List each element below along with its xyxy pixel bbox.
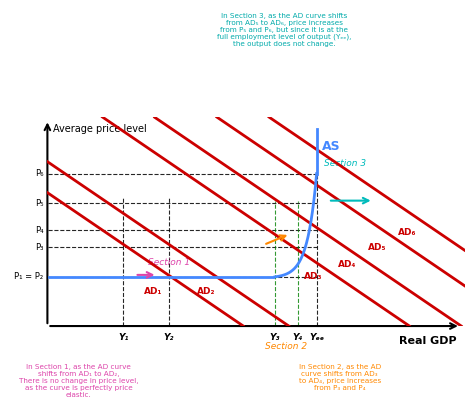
Text: P₁ = P₂: P₁ = P₂ — [15, 273, 44, 281]
Text: In Section 3, as the AD curve shifts
from AD₅ to AD₆, price increases
from P₅ an: In Section 3, as the AD curve shifts fro… — [217, 13, 352, 47]
Text: In Section 2, as the AD
curve shifts from AD₃
to AD₄, price increases
from P₃ an: In Section 2, as the AD curve shifts fro… — [299, 364, 381, 391]
Text: AD₅: AD₅ — [368, 243, 387, 252]
Text: Section 2: Section 2 — [265, 342, 307, 351]
Text: Y₄: Y₄ — [292, 334, 303, 342]
Text: AD₃: AD₃ — [303, 273, 322, 281]
Text: Real GDP: Real GDP — [399, 336, 457, 346]
Text: AD₁: AD₁ — [145, 287, 163, 296]
Text: AD₄: AD₄ — [338, 260, 356, 269]
Text: AD₂: AD₂ — [197, 287, 216, 296]
Text: Y₂: Y₂ — [164, 334, 174, 342]
Text: P₆: P₆ — [35, 169, 44, 178]
Text: Average price level: Average price level — [53, 125, 147, 135]
Text: Y₃: Y₃ — [270, 334, 280, 342]
Text: In Section 1, as the AD curve
shifts from AD₁ to AD₂,
There is no change in pric: In Section 1, as the AD curve shifts fro… — [19, 364, 138, 398]
Text: Section 3: Section 3 — [324, 159, 366, 168]
Text: P₅: P₅ — [35, 199, 44, 208]
Text: Yₑₑ: Yₑₑ — [309, 334, 324, 342]
Text: Section 1: Section 1 — [148, 257, 190, 267]
Text: P₃: P₃ — [35, 243, 44, 252]
Text: P₄: P₄ — [35, 226, 44, 234]
Text: AS: AS — [322, 140, 341, 153]
Text: AD₆: AD₆ — [398, 228, 417, 237]
Text: Y₁: Y₁ — [118, 334, 128, 342]
